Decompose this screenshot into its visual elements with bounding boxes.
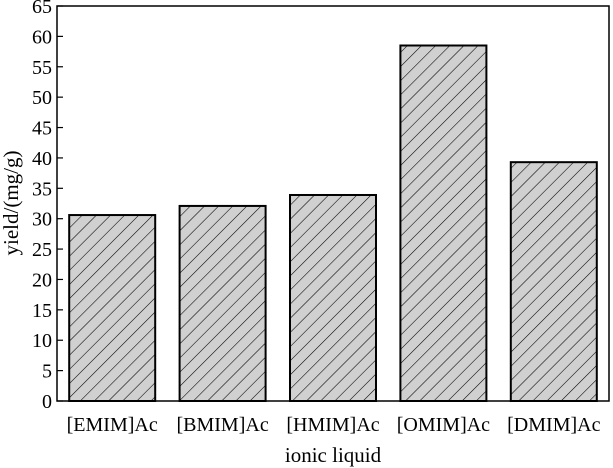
y-tick-label: 5 [42, 361, 52, 383]
bar-bmimac [178, 204, 267, 402]
y-tick-label: 40 [32, 148, 52, 170]
y-tick-label: 65 [32, 0, 52, 18]
y-tick-label: 15 [32, 300, 52, 322]
plot-frame [56, 5, 610, 402]
x-axis-tick-labels: [EMIM]Ac [BMIM]Ac [HMIM]Ac [OMIM]Ac [DMIM]Ac [67, 414, 601, 436]
x-tick-label: [DMIM]Ac [507, 414, 600, 436]
bar-dmimac [509, 161, 598, 402]
y-axis-ticks: 0 5 10 15 20 25 30 35 40 45 50 55 60 65 [32, 0, 63, 413]
bar-omimac [399, 44, 488, 402]
y-tick-label: 35 [32, 178, 52, 200]
y-axis-title: yield/(mg/g) [0, 151, 23, 256]
y-tick-label: 50 [32, 87, 52, 109]
y-tick-label: 55 [32, 57, 52, 79]
y-tick-label: 30 [32, 209, 52, 231]
x-axis-title: ionic liquid [285, 443, 382, 467]
y-tick-label: 25 [32, 239, 52, 261]
bars-group [68, 44, 598, 402]
bar-hmimac [289, 193, 377, 402]
y-tick-label: 20 [32, 269, 52, 291]
y-tick-label: 10 [32, 330, 52, 352]
x-tick-label: [BMIM]Ac [176, 414, 268, 436]
y-tick-label: 60 [32, 26, 52, 48]
y-tick-label: 45 [32, 118, 52, 140]
bar-emimac [68, 214, 157, 402]
x-tick-label: [EMIM]Ac [67, 414, 158, 436]
x-tick-label: [OMIM]Ac [397, 414, 490, 436]
y-tick-label: 0 [42, 391, 52, 413]
x-tick-label: [HMIM]Ac [286, 414, 379, 436]
